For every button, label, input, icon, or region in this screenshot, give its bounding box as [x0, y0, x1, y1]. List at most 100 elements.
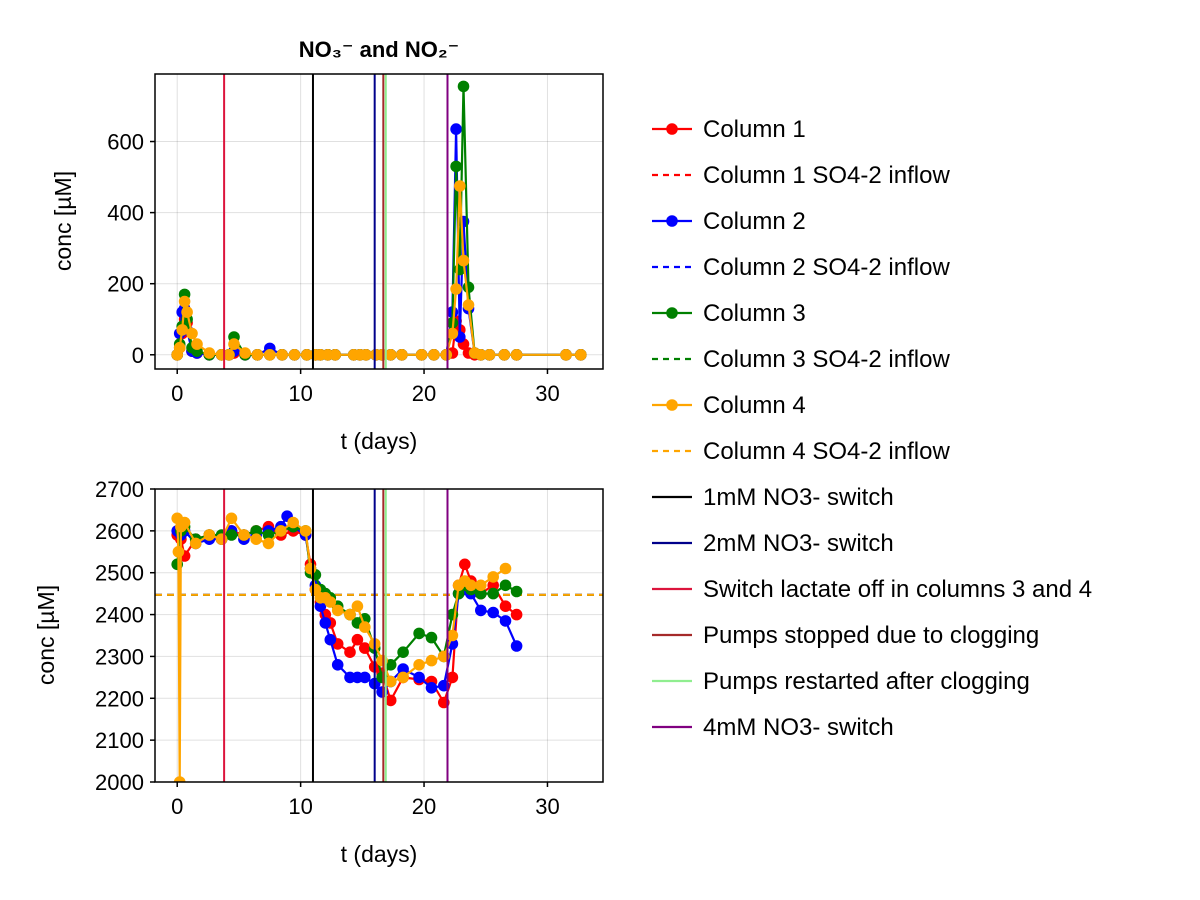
bottom-data-point — [178, 516, 191, 529]
top-data-point — [181, 306, 193, 318]
bottom-x-tick-label: 10 — [288, 794, 312, 819]
top-data-point — [173, 341, 186, 354]
top-data-point — [288, 349, 301, 361]
bottom-data-point — [487, 606, 500, 619]
bottom-data-point — [465, 579, 477, 592]
legend: Column 1 Column 1 SO4-2 inflow Column 2 Col… — [652, 116, 1092, 741]
legend-label: 4mM NO3- switch — [703, 714, 894, 741]
bottom-data-point — [359, 671, 371, 684]
legend-label: Column 1 SO4-2 inflow — [703, 162, 950, 189]
bottom-data-point — [499, 562, 512, 575]
legend-item: Switch lactate off in columns 3 and 4 — [652, 576, 1092, 603]
top-data-point — [575, 349, 587, 361]
top-chart-title: NO₃⁻ and NO₂⁻ — [299, 37, 460, 62]
top-data-point — [450, 283, 462, 295]
bottom-data-point — [225, 529, 238, 541]
top-data-point — [176, 324, 188, 336]
bottom-y-tick-label: 2000 — [95, 770, 144, 795]
legend-item: Pumps stopped due to clogging — [652, 622, 1039, 649]
bottom-series-line-4 — [176, 517, 507, 782]
top-data-point — [457, 80, 470, 93]
top-data-point — [462, 281, 475, 294]
bottom-data-point — [304, 562, 317, 575]
bottom-data-point — [459, 558, 471, 571]
bottom-data-point — [262, 529, 275, 541]
bottom-data-point — [510, 640, 523, 652]
bottom-data-point — [250, 533, 262, 545]
bottom-data-point — [359, 621, 371, 633]
legend-item: Column 4 SO4-2 inflow — [652, 438, 950, 465]
top-plot-area: 0 10 20 30 0 200 400 600 — [107, 73, 604, 406]
top-y-tick-label: 400 — [107, 201, 144, 226]
top-x-tick-label: 20 — [412, 381, 436, 406]
top-data-point — [203, 347, 216, 359]
bottom-data-point — [324, 596, 337, 608]
top-y-tick-label: 200 — [107, 272, 144, 297]
bottom-data-layer — [155, 510, 603, 782]
bottom-data-point — [487, 587, 500, 600]
top-series-line-4 — [176, 184, 581, 356]
bottom-data-point — [384, 659, 397, 671]
bottom-data-point — [397, 671, 409, 684]
bottom-data-point — [425, 682, 438, 694]
bottom-plot-area: 0 10 20 30 2000 2100 2200 2300 2400 2500 2600 2700 — [95, 477, 604, 819]
legend-label: Column 3 SO4-2 inflow — [703, 346, 950, 373]
top-y-tick-label: 600 — [107, 130, 144, 155]
legend-item: Column 2 — [652, 208, 806, 235]
bottom-data-point — [446, 671, 459, 684]
bottom-data-point — [172, 546, 185, 558]
top-data-point — [483, 349, 496, 361]
top-data-point — [251, 349, 264, 361]
legend-item: Pumps restarted after clogging — [652, 668, 1030, 695]
bottom-data-point — [384, 694, 397, 707]
legend-item: 1mM NO3- switch — [652, 484, 894, 511]
bottom-data-point — [250, 525, 262, 537]
bottom-data-point — [413, 659, 425, 671]
bottom-data-point — [344, 646, 356, 658]
bottom-series-4 — [171, 512, 512, 782]
top-data-point — [475, 349, 487, 361]
top-data-point — [446, 327, 459, 340]
legend-label: 2mM NO3- switch — [703, 530, 894, 557]
top-data-point — [276, 349, 288, 361]
legend-label: Pumps stopped due to clogging — [703, 622, 1039, 649]
legend-label: Pumps restarted after clogging — [703, 668, 1030, 695]
legend-item: Column 1 SO4-2 inflow — [652, 162, 950, 189]
bottom-data-point — [499, 579, 512, 592]
bottom-data-point — [359, 642, 371, 654]
legend-label: Column 4 SO4-2 inflow — [703, 438, 950, 465]
legend-item: 2mM NO3- switch — [652, 530, 894, 557]
top-data-point — [457, 254, 470, 267]
bottom-y-tick-label: 2100 — [95, 728, 144, 753]
bottom-y-tick-label: 2700 — [95, 477, 144, 502]
bottom-series-line-2 — [176, 515, 518, 694]
top-x-tick-label: 10 — [288, 381, 312, 406]
legend-swatch-marker — [666, 215, 678, 227]
top-data-point — [450, 123, 462, 135]
bottom-data-point — [299, 525, 312, 537]
bottom-x-tick-label: 20 — [412, 794, 436, 819]
bottom-data-point — [413, 627, 425, 640]
bottom-data-point — [499, 615, 512, 627]
legend-swatch-marker — [666, 307, 678, 319]
legend-label: Switch lactate off in columns 3 and 4 — [703, 576, 1092, 603]
top-panel: NO₃⁻ and NO₂⁻ 0 10 20 30 0 200 400 600 t (days)… — [50, 37, 604, 454]
bottom-data-point — [425, 654, 438, 667]
bottom-data-point — [475, 579, 487, 592]
bottom-data-point — [397, 663, 409, 675]
legend-label: Column 2 — [703, 208, 806, 235]
bottom-data-point — [351, 633, 364, 646]
top-data-point — [301, 349, 313, 361]
bottom-data-point — [413, 671, 425, 684]
bottom-y-tick-label: 2500 — [95, 561, 144, 586]
top-data-point — [510, 349, 523, 361]
bottom-data-point — [314, 600, 327, 612]
top-data-point — [560, 349, 572, 361]
bottom-x-axis-label: t (days) — [341, 841, 418, 867]
bottom-data-point — [384, 675, 397, 688]
top-data-point — [360, 349, 372, 361]
top-data-point — [450, 160, 462, 173]
bottom-data-point — [510, 608, 523, 621]
bottom-data-point — [324, 633, 337, 646]
top-data-point — [384, 349, 397, 361]
